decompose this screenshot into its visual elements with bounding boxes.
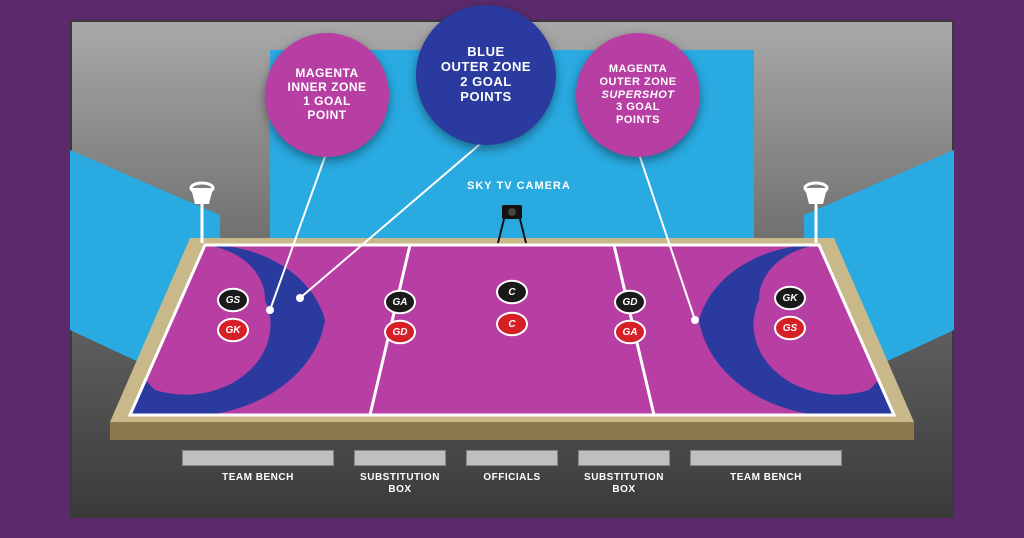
camera-label: SKY TV CAMERA xyxy=(467,180,571,192)
bench-row: TEAM BENCH SUBSTITUTIONBOX OFFICIALS SUBSTI… xyxy=(70,450,954,496)
svg-text:GK: GK xyxy=(226,325,242,336)
bench-label: SUBSTITUTIONBOX xyxy=(584,472,664,496)
player-gk-red: GK xyxy=(218,319,248,342)
callout-line: POINTS xyxy=(460,90,511,105)
callout-line: 1 GOAL xyxy=(303,95,351,109)
bench-substitution-box: SUBSTITUTIONBOX xyxy=(354,450,446,496)
bench-box xyxy=(690,450,842,466)
callout-line: SUPERSHOT xyxy=(602,89,675,102)
callout-line: POINTS xyxy=(616,114,660,127)
bench-box xyxy=(354,450,446,466)
callout-line: 3 GOAL xyxy=(616,101,660,114)
bench-box xyxy=(578,450,670,466)
player-gs-black: GS xyxy=(218,289,248,312)
court-edge-side xyxy=(110,422,914,440)
bench-officials: OFFICIALS xyxy=(466,450,558,496)
diagram-stage: GS GK GA GD C C GD GA GK GS SKY TV CAMERA MAGENTA… xyxy=(70,20,954,518)
callout-inner: MAGENTAINNER ZONE1 GOALPOINT xyxy=(265,33,389,157)
callout-supershot: MAGENTAOUTER ZONESUPERSHOT3 GOALPOINTS xyxy=(576,33,700,157)
svg-text:GK: GK xyxy=(783,293,799,304)
callout-line: OUTER ZONE xyxy=(441,60,531,75)
callout-line: INNER ZONE xyxy=(287,81,366,95)
player-gd-red: GD xyxy=(385,321,415,344)
callout-outer-blue: BLUEOUTER ZONE2 GOALPOINTS xyxy=(416,5,556,145)
bench-label: OFFICIALS xyxy=(483,472,540,484)
callout-line: MAGENTA xyxy=(295,67,358,81)
bench-box xyxy=(466,450,558,466)
svg-text:C: C xyxy=(508,319,516,330)
player-gk-black: GK xyxy=(775,287,805,310)
player-c-black: C xyxy=(497,281,527,304)
player-c-red: C xyxy=(497,313,527,336)
callout-line: MAGENTA xyxy=(609,63,667,76)
player-ga-black: GA xyxy=(385,291,415,314)
callout-line: BLUE xyxy=(467,45,504,60)
bench-box xyxy=(182,450,334,466)
svg-text:GA: GA xyxy=(393,297,408,308)
bench-label: SUBSTITUTIONBOX xyxy=(360,472,440,496)
svg-text:GD: GD xyxy=(623,297,638,308)
bench-label: TEAM BENCH xyxy=(222,472,294,484)
player-ga-red: GA xyxy=(615,321,645,344)
callout-line: 2 GOAL xyxy=(460,75,511,90)
svg-text:C: C xyxy=(508,287,516,298)
player-gs-red: GS xyxy=(775,317,805,340)
callout-line: POINT xyxy=(307,109,346,123)
player-gd-black: GD xyxy=(615,291,645,314)
bench-label: TEAM BENCH xyxy=(730,472,802,484)
bench-team-bench: TEAM BENCH xyxy=(182,450,334,496)
callout-line: OUTER ZONE xyxy=(599,76,676,89)
svg-text:GA: GA xyxy=(623,327,638,338)
bench-team-bench: TEAM BENCH xyxy=(690,450,842,496)
svg-text:GS: GS xyxy=(783,323,798,334)
svg-text:GD: GD xyxy=(393,327,408,338)
bench-substitution-box: SUBSTITUTIONBOX xyxy=(578,450,670,496)
svg-text:GS: GS xyxy=(226,295,241,306)
